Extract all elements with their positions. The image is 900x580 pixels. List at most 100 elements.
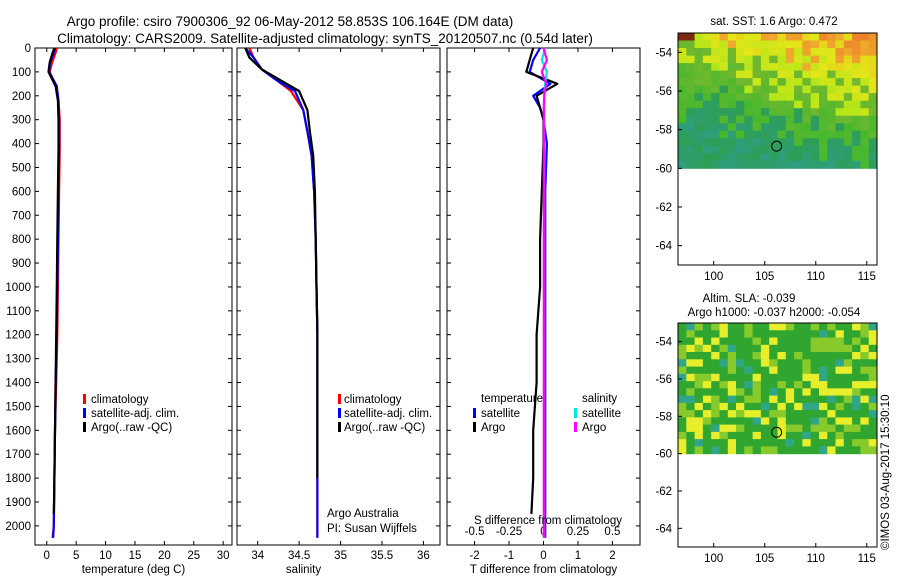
s-tick-label: -0.25 [496,526,522,538]
heat-cell [736,410,745,418]
heat-cell [719,78,729,87]
heat-cell [794,344,803,353]
heat-cell [802,160,812,169]
y-tick-label: 1900 [5,497,31,509]
heat-cell [736,78,745,87]
heat-cell [727,123,737,132]
heat-cell [843,70,853,79]
heat-cell [711,48,720,56]
heat-cell [760,337,770,346]
heat-cell [727,85,737,94]
heat-cell [727,63,737,72]
heat-cell [711,352,720,360]
heat-cell [727,138,737,147]
heat-cell [785,446,795,455]
x-tick-label: 10 [99,550,112,562]
heat-cell [777,153,787,162]
x-tick-label: 110 [807,553,825,565]
heat-cell [686,330,696,339]
heat-cell [694,431,704,440]
heat-cell [819,145,828,154]
heat-cell [835,373,845,382]
heat-cells [678,33,878,169]
heat-cell [777,100,787,109]
heat-cell [678,70,687,79]
heat-cell [760,138,770,147]
heat-cell [835,33,845,41]
y-tick-label: 1300 [5,354,31,366]
heat-cell [719,388,729,397]
legend-label-t-satellite: satellite [481,408,520,420]
heat-cell [777,337,787,346]
heat-cell [736,55,745,64]
heat-cell [719,410,729,418]
heat-cell [744,48,754,56]
heat-cell [744,410,754,418]
heat-cell [819,85,828,94]
heat-cell [835,381,845,389]
heat-cell [777,130,787,139]
heat-cell [760,373,770,382]
heat-cell [777,70,787,79]
heat-cell [835,63,845,72]
heat-cell [736,145,745,154]
legend-swatch-t-satellite [473,408,476,418]
heat-cell [777,55,787,64]
heat-cell [727,100,737,109]
heat-cell [827,108,837,117]
heat-cell [694,417,704,426]
heat-cell [760,381,770,389]
heat-cell [810,373,820,382]
heat-cell [760,446,770,455]
heat-cell [794,78,803,87]
heat-cell [719,85,729,94]
heat-cell [744,373,754,382]
heat-cell [868,123,878,132]
heat-cell [827,33,837,41]
x-tick-label: 35.5 [371,550,393,562]
heat-cell [827,55,837,64]
heat-cell [810,153,820,162]
heat-cell [835,100,845,109]
heat-cell [843,153,853,162]
heat-cell [785,410,795,418]
heat-cell [711,70,720,79]
heat-cell [678,323,687,331]
heat-cell [719,330,729,339]
heat-cell [711,395,720,404]
heat-cell [711,138,720,147]
heat-cell [794,100,803,109]
heat-cell [727,352,737,360]
heat-cell [794,373,803,382]
s-tick-label: 0.25 [567,526,589,538]
heat-cell [827,446,837,455]
heat-cell [777,115,787,124]
salinity-profile: 34 34.5 35 35.5 36 salinity [236,47,441,576]
heat-cell [719,323,729,331]
heat-cell [719,48,729,56]
heat-cell [785,359,795,368]
heat-cell [678,160,687,169]
heat-cell [744,388,754,397]
heat-cell [694,100,704,109]
heat-cell [794,123,803,132]
heat-cell [686,431,696,440]
heat-cell [843,93,853,102]
heat-cell [702,366,712,375]
heat-cell [819,40,828,49]
heat-cell [744,63,754,72]
heat-cell [794,85,803,94]
heat-cell [819,330,828,339]
heat-cell [736,85,745,94]
heat-cell [843,108,853,117]
heat-cell [744,446,754,455]
heat-cell [752,63,762,72]
heat-cell [744,108,754,117]
map-frame [677,32,878,266]
heat-cell [769,115,778,124]
heat-cell [719,446,729,455]
heat-cell [686,323,696,331]
heat-cell [686,337,696,346]
heat-cell [719,431,729,440]
heat-cell [819,78,828,87]
